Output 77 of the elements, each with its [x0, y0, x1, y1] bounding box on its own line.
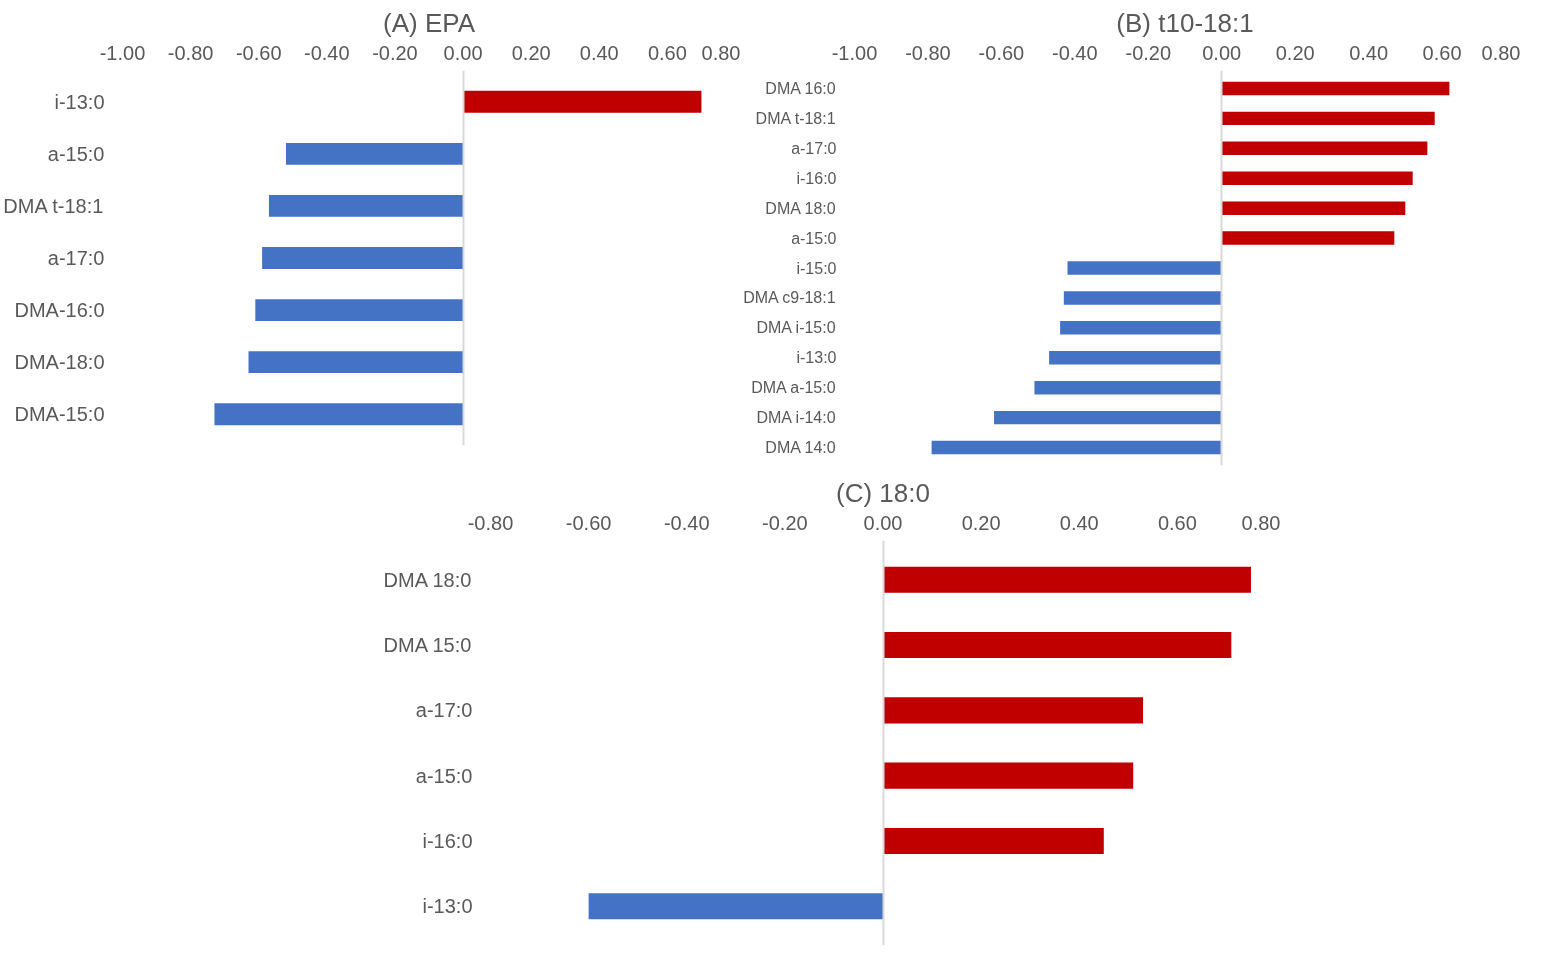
y-tick-label: a-15:0 — [415, 764, 473, 787]
x-tick-label: -0.40 — [663, 511, 710, 534]
bar — [588, 893, 883, 920]
x-tick-label: 0.60 — [1157, 511, 1197, 534]
bar — [1221, 141, 1428, 156]
y-tick-label: a-15:0 — [47, 142, 105, 165]
y-tick-label: a-15:0 — [791, 229, 837, 247]
y-tick-label: i-13:0 — [54, 90, 105, 113]
x-tick-label: 0.80 — [1241, 511, 1281, 534]
x-tick-label: 0.80 — [701, 41, 741, 64]
chart-title: (C) 18:0 — [836, 477, 930, 508]
y-tick-label: i-15:0 — [796, 259, 837, 277]
x-tick-label: 0.20 — [1275, 41, 1315, 64]
x-tick-label: 0.00 — [1202, 41, 1242, 64]
bar — [994, 410, 1222, 425]
x-tick-label: -0.20 — [372, 41, 418, 64]
x-tick-label: -1.00 — [99, 41, 146, 64]
y-tick-label: a-17:0 — [47, 247, 105, 269]
x-tick-label: -1.00 — [831, 41, 878, 64]
x-tick-label: -0.20 — [762, 511, 808, 534]
x-tick-label: 0.40 — [579, 41, 619, 64]
bar — [1034, 380, 1222, 395]
bar — [883, 566, 1251, 593]
x-tick-label: -0.60 — [235, 41, 282, 64]
x-tick-label: 0.00 — [863, 511, 903, 534]
x-tick-label: -0.80 — [167, 41, 214, 64]
x-tick-label: -0.60 — [565, 511, 612, 534]
bar — [883, 827, 1104, 855]
y-tick-label: DMA-18:0 — [14, 351, 105, 374]
bar — [1063, 291, 1222, 305]
y-tick-label: i-13:0 — [422, 895, 473, 918]
y-tick-label: DMA t-18:1 — [755, 109, 836, 127]
bar — [1221, 201, 1406, 215]
y-tick-label: DMA-15:0 — [14, 403, 105, 426]
x-tick-label: -0.20 — [1125, 41, 1172, 64]
y-tick-label: DMA 15:0 — [383, 634, 472, 657]
x-tick-label: 0.00 — [443, 41, 483, 64]
y-tick-label: DMA 14:0 — [765, 439, 836, 457]
y-tick-label: a-17:0 — [415, 699, 473, 722]
bar — [1067, 261, 1222, 275]
y-tick-label: DMA 18:0 — [383, 568, 472, 591]
chart-title: (B) t10-18:1 — [1116, 7, 1254, 38]
bar — [1060, 321, 1222, 335]
y-tick-label: i-13:0 — [796, 349, 837, 367]
y-tick-label: a-17:0 — [791, 139, 837, 157]
x-tick-label: 0.40 — [1059, 511, 1099, 534]
y-tick-label: i-16:0 — [422, 829, 473, 852]
bar — [931, 440, 1222, 455]
bar — [1221, 231, 1395, 245]
y-tick-label: DMA a-15:0 — [751, 379, 836, 397]
y-tick-label: DMA t-18:1 — [3, 194, 104, 217]
bar — [1221, 171, 1413, 185]
y-tick-label: i-16:0 — [796, 169, 837, 187]
y-tick-label: DMA c9-18:1 — [743, 289, 836, 307]
y-tick-label: DMA i-14:0 — [756, 409, 836, 427]
bar — [1049, 351, 1222, 365]
bar — [883, 697, 1144, 724]
x-tick-label: 0.60 — [647, 41, 687, 64]
x-tick-label: -0.40 — [304, 41, 350, 64]
x-tick-label: 0.20 — [961, 511, 1001, 534]
x-tick-label: 0.80 — [1481, 41, 1521, 64]
bar — [883, 631, 1232, 659]
y-tick-label: DMA 18:0 — [765, 199, 836, 217]
x-tick-label: 0.60 — [1422, 41, 1462, 64]
x-tick-label: -0.80 — [905, 41, 951, 64]
bar — [1221, 81, 1450, 96]
x-tick-label: 0.20 — [511, 41, 551, 64]
y-tick-label: DMA i-15:0 — [756, 319, 836, 337]
y-tick-label: DMA-16:0 — [14, 299, 105, 322]
bar — [883, 762, 1134, 789]
x-tick-label: -0.60 — [978, 41, 1025, 64]
chart-title: (A) EPA — [383, 7, 476, 38]
x-tick-label: -0.40 — [1052, 41, 1098, 64]
y-tick-label: DMA 16:0 — [765, 79, 836, 97]
x-tick-label: -0.80 — [467, 511, 514, 534]
bar — [1221, 111, 1435, 126]
x-tick-label: 0.40 — [1349, 41, 1389, 64]
